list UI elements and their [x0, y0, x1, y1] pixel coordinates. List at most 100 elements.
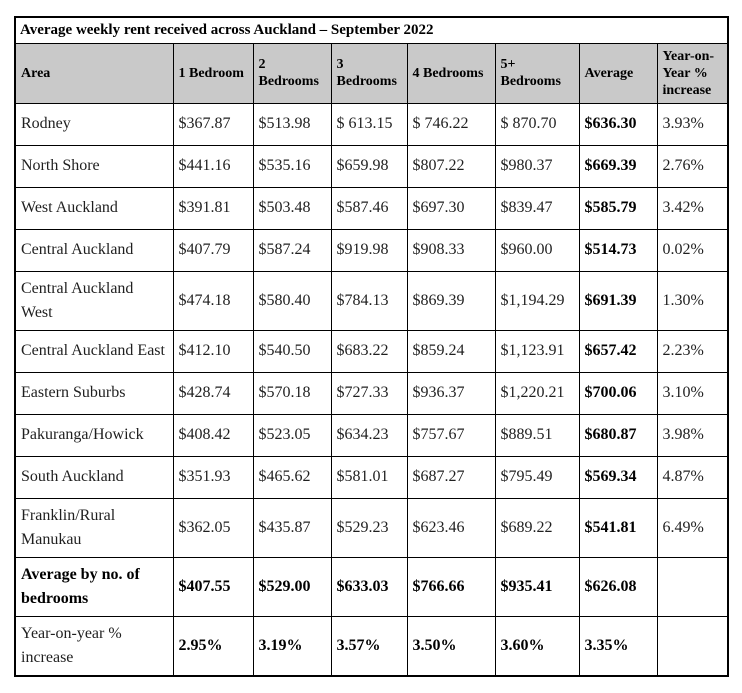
table-row: West Auckland $391.81 $503.48 $587.46 $697.3…: [14, 186, 729, 230]
value-cell: $784.13: [330, 270, 408, 331]
header-row: Area 1 Bedroom 2 Bedrooms 3 Bedrooms 4 Bedro…: [14, 42, 729, 104]
value-cell: $535.16: [252, 144, 332, 188]
summary-value-cell: $529.00: [252, 556, 332, 617]
table-row: Rodney $367.87 $513.98 $ 613.15 $ 746.22 $ 87…: [14, 102, 729, 146]
value-cell: $634.23: [330, 413, 408, 457]
value-cell: $351.93: [172, 455, 254, 499]
value-cell: $367.87: [172, 102, 254, 146]
value-cell: $523.05: [252, 413, 332, 457]
value-cell: $919.98: [330, 228, 408, 272]
value-cell: $587.46: [330, 186, 408, 230]
value-cell: $669.39: [578, 144, 658, 188]
value-cell: $700.06: [578, 371, 658, 415]
table-row: Eastern Suburbs $428.74 $570.18 $727.33 $936…: [14, 371, 729, 415]
summary-value-cell: 3.60%: [494, 615, 580, 677]
summary-value-cell: 3.57%: [330, 615, 408, 677]
summary-label: Average by no. of bedrooms: [14, 556, 174, 617]
value-cell: $960.00: [494, 228, 580, 272]
table-title: Average weekly rent received across Auck…: [14, 16, 729, 44]
summary-value-cell: $407.55: [172, 556, 254, 617]
value-cell: $391.81: [172, 186, 254, 230]
column-header-3: 3 Bedrooms: [330, 42, 408, 104]
value-cell: $428.74: [172, 371, 254, 415]
column-header-1: 1 Bedroom: [172, 42, 254, 104]
value-cell: $570.18: [252, 371, 332, 415]
value-cell: $757.67: [406, 413, 496, 457]
summary-value-cell: $935.41: [494, 556, 580, 617]
value-cell: 3.93%: [656, 102, 729, 146]
column-header-2: 2 Bedrooms: [252, 42, 332, 104]
value-cell: $659.98: [330, 144, 408, 188]
value-cell: $980.37: [494, 144, 580, 188]
value-cell: $807.22: [406, 144, 496, 188]
area-cell: Central Auckland East: [14, 329, 174, 373]
rent-table: Average weekly rent received across Auck…: [14, 16, 730, 677]
value-cell: $ 613.15: [330, 102, 408, 146]
value-cell: $683.22: [330, 329, 408, 373]
summary-value-cell: $626.08: [578, 556, 658, 617]
value-cell: $580.40: [252, 270, 332, 331]
value-cell: $839.47: [494, 186, 580, 230]
value-cell: $435.87: [252, 497, 332, 558]
value-cell: $ 870.70: [494, 102, 580, 146]
area-cell: North Shore: [14, 144, 174, 188]
value-cell: 0.02%: [656, 228, 729, 272]
value-cell: $697.30: [406, 186, 496, 230]
value-cell: $908.33: [406, 228, 496, 272]
value-cell: $540.50: [252, 329, 332, 373]
title-row: Average weekly rent received across Auck…: [14, 16, 729, 44]
area-cell: Pakuranga/Howick: [14, 413, 174, 457]
summary-value-cell: 2.95%: [172, 615, 254, 677]
value-cell: $687.27: [406, 455, 496, 499]
table-row: North Shore $441.16 $535.16 $659.98 $807.22 $…: [14, 144, 729, 188]
column-header-5: 5+ Bedrooms: [494, 42, 580, 104]
table-row: Central Auckland $407.79 $587.24 $919.98 $90…: [14, 228, 729, 272]
value-cell: $569.34: [578, 455, 658, 499]
value-cell: $587.24: [252, 228, 332, 272]
value-cell: $441.16: [172, 144, 254, 188]
summary-label: Year-on-year % increase: [14, 615, 174, 677]
value-cell: $691.39: [578, 270, 658, 331]
value-cell: $936.37: [406, 371, 496, 415]
area-cell: Eastern Suburbs: [14, 371, 174, 415]
column-header-0: Area: [14, 42, 174, 104]
value-cell: $727.33: [330, 371, 408, 415]
value-cell: $513.98: [252, 102, 332, 146]
value-cell: $514.73: [578, 228, 658, 272]
summary-value-cell: 3.35%: [578, 615, 658, 677]
value-cell: 4.87%: [656, 455, 729, 499]
value-cell: $407.79: [172, 228, 254, 272]
value-cell: 2.76%: [656, 144, 729, 188]
table-row: Franklin/Rural Manukau $362.05 $435.87 $529…: [14, 497, 729, 558]
column-header-7: Year-on-Year % increase: [656, 42, 729, 104]
table-row: Central Auckland East $412.10 $540.50 $683.…: [14, 329, 729, 373]
value-cell: 3.42%: [656, 186, 729, 230]
value-cell: $465.62: [252, 455, 332, 499]
value-cell: $581.01: [330, 455, 408, 499]
value-cell: $1,194.29: [494, 270, 580, 331]
value-cell: 6.49%: [656, 497, 729, 558]
area-cell: Rodney: [14, 102, 174, 146]
summary-value-cell: [656, 615, 729, 677]
table-row: South Auckland $351.93 $465.62 $581.01 $687.…: [14, 455, 729, 499]
value-cell: $ 746.22: [406, 102, 496, 146]
area-cell: Central Auckland West: [14, 270, 174, 331]
value-cell: $585.79: [578, 186, 658, 230]
area-cell: West Auckland: [14, 186, 174, 230]
value-cell: $680.87: [578, 413, 658, 457]
area-cell: Central Auckland: [14, 228, 174, 272]
value-cell: $623.46: [406, 497, 496, 558]
value-cell: $503.48: [252, 186, 332, 230]
value-cell: $412.10: [172, 329, 254, 373]
column-header-6: Average: [578, 42, 658, 104]
summary-value-cell: $766.66: [406, 556, 496, 617]
value-cell: $408.42: [172, 413, 254, 457]
value-cell: 3.98%: [656, 413, 729, 457]
area-cell: South Auckland: [14, 455, 174, 499]
value-cell: $474.18: [172, 270, 254, 331]
table-row: Pakuranga/Howick $408.42 $523.05 $634.23 $75…: [14, 413, 729, 457]
summary-value-cell: $633.03: [330, 556, 408, 617]
value-cell: $529.23: [330, 497, 408, 558]
summary-value-cell: 3.50%: [406, 615, 496, 677]
